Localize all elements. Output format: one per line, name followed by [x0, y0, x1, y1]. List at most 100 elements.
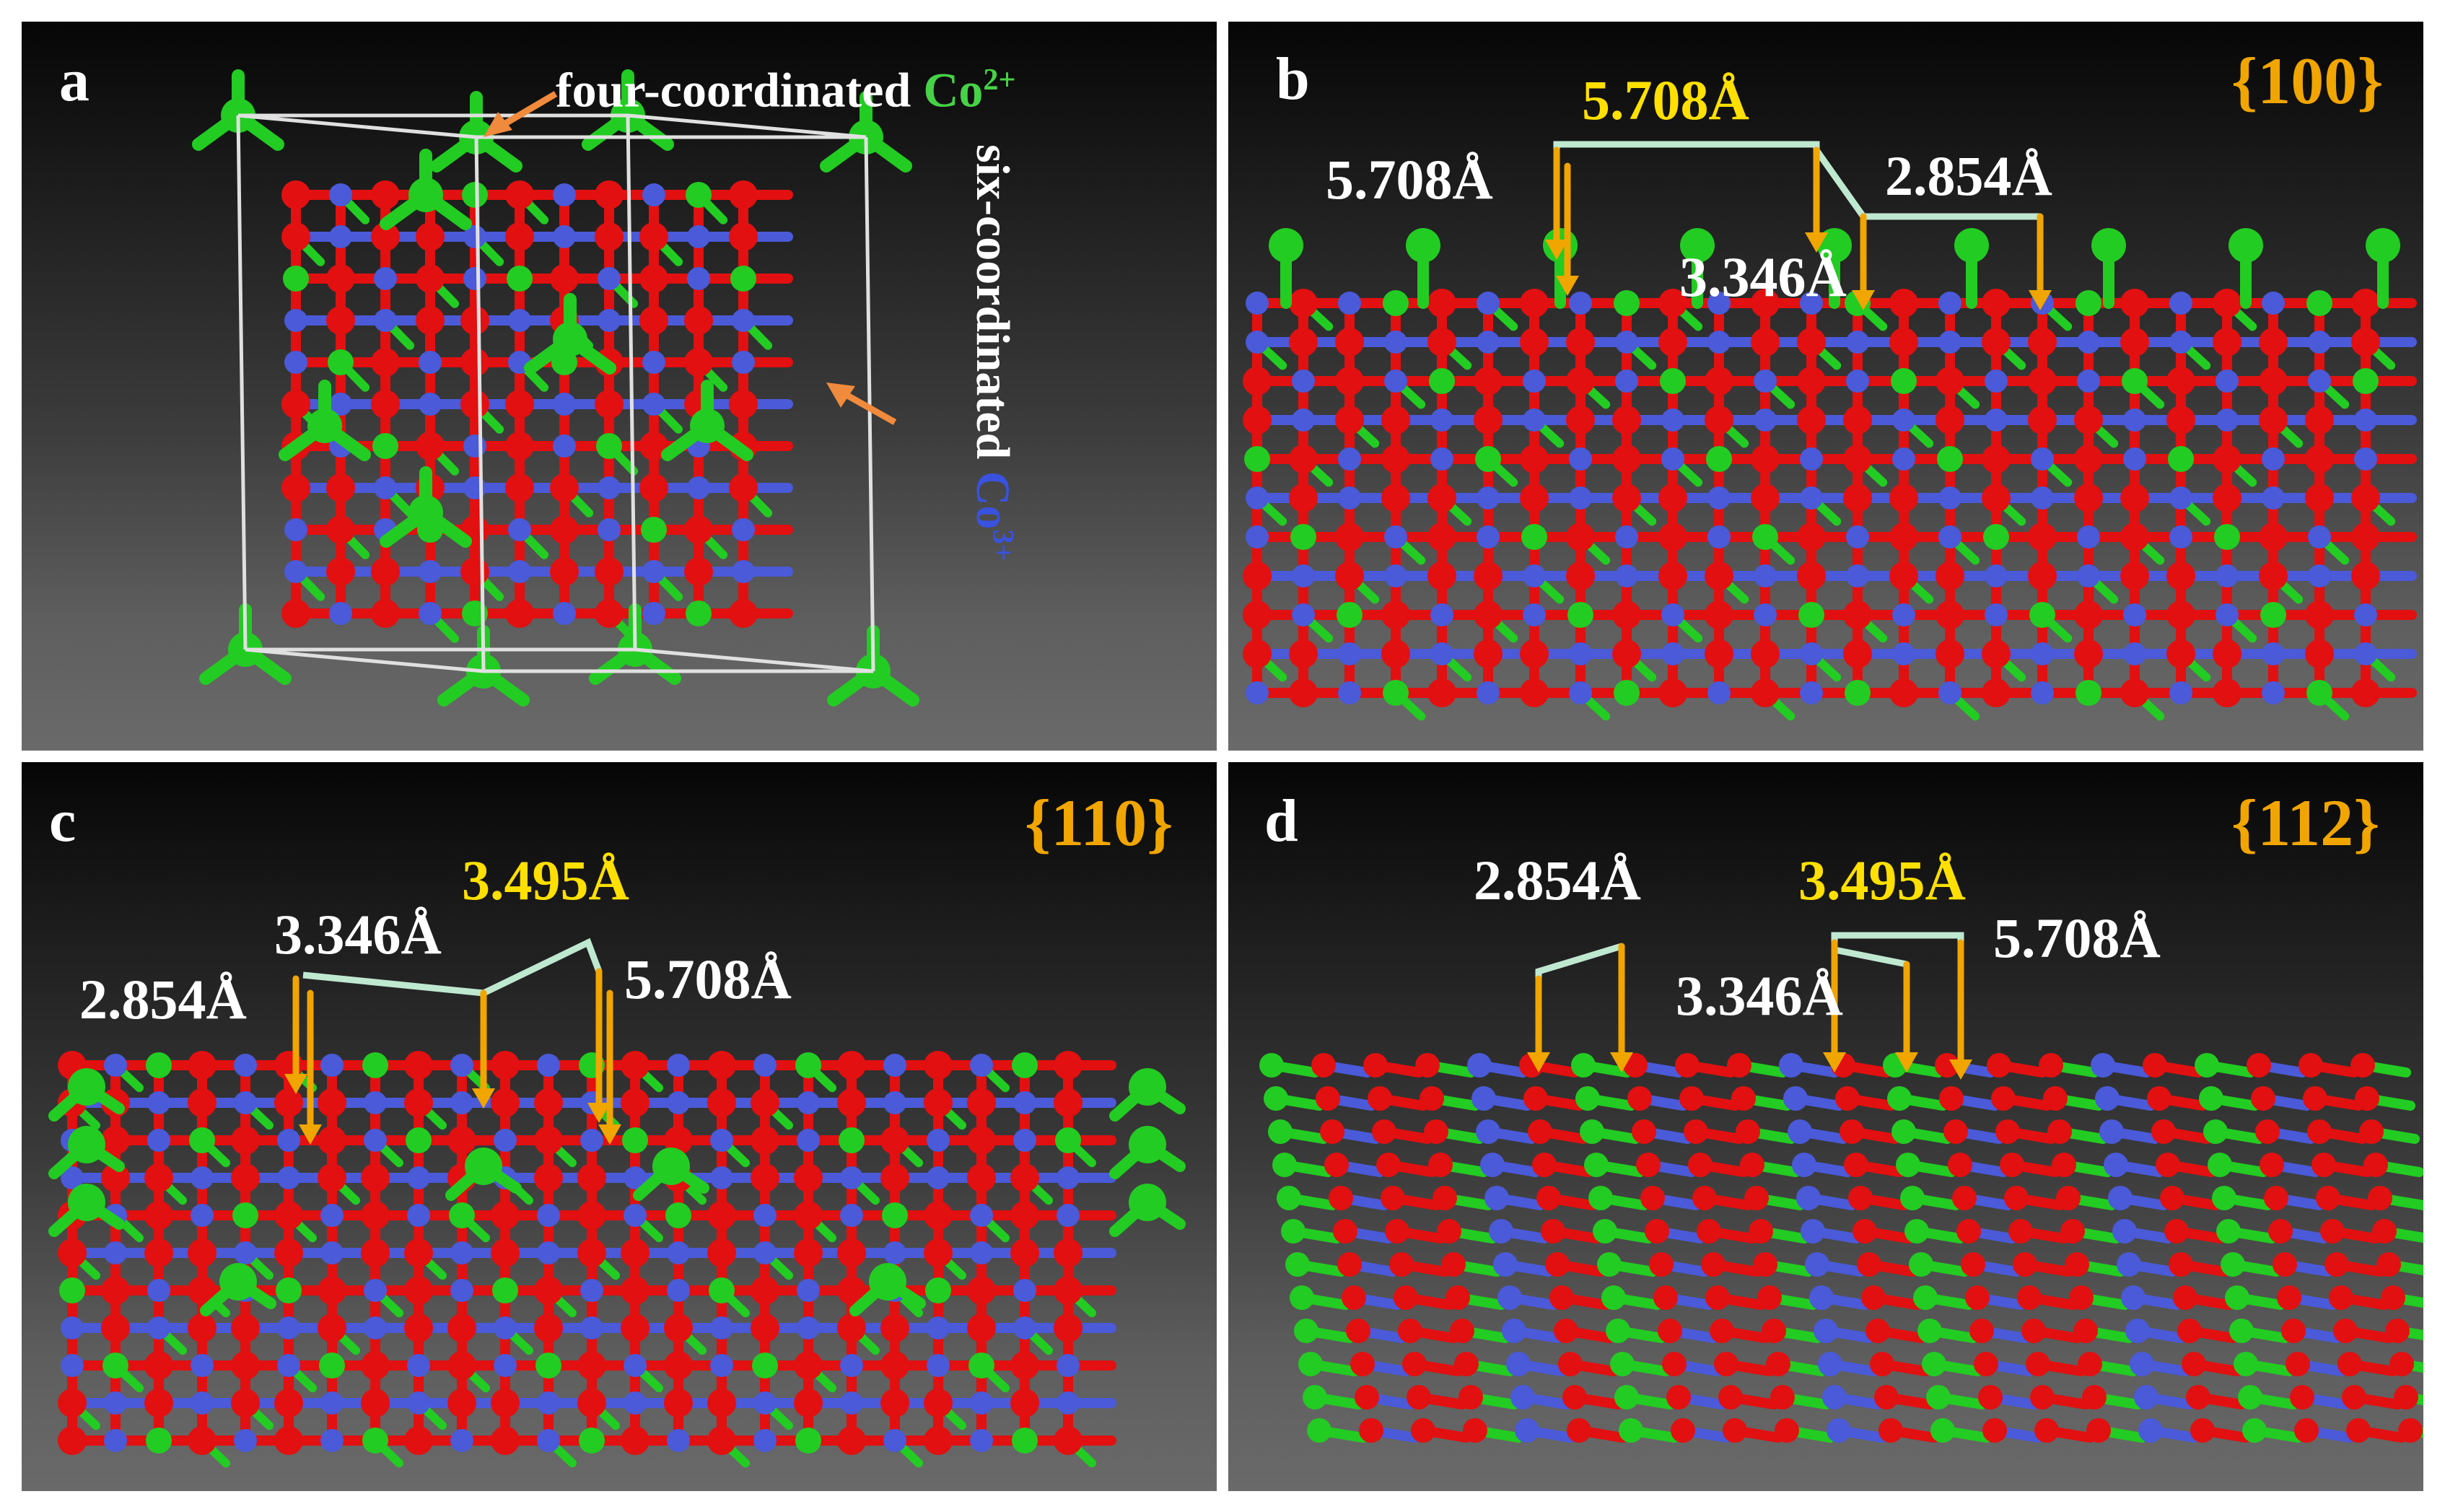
oxygen-atom — [1848, 1186, 1873, 1210]
oxygen-atom — [1744, 1186, 1769, 1210]
oxygen-atom — [326, 264, 355, 293]
oxygen-atom — [2247, 1053, 2271, 1078]
co-octahedral-atom — [407, 1354, 430, 1377]
co-octahedral-atom — [840, 1166, 863, 1189]
co-octahedral-atom — [732, 351, 755, 374]
co-octahedral-atom — [2169, 331, 2192, 354]
oxygen-atom — [2260, 1153, 2284, 1177]
co-tetrahedral-atom — [68, 1068, 105, 1106]
oxygen-atom — [318, 1276, 346, 1305]
co-octahedral-atom — [2123, 408, 2146, 432]
co-octahedral-atom — [1754, 603, 1777, 626]
oxygen-atom — [1346, 1319, 1370, 1343]
oxygen-atom — [837, 1238, 866, 1267]
oxygen-atom — [707, 1051, 736, 1080]
oxygen-atom — [1054, 1276, 1082, 1305]
facet-112-slab — [1259, 932, 2423, 1443]
oxygen-atom — [1889, 561, 1918, 590]
oxygen-atom — [404, 1238, 433, 1267]
co-octahedral-atom — [1057, 1354, 1080, 1377]
oxygen-atom — [1961, 1252, 1985, 1277]
oxygen-atom — [1978, 1385, 2003, 1410]
co-octahedral-atom — [494, 1316, 517, 1340]
co-tetrahedral-atom — [102, 1353, 128, 1378]
co-octahedral-atom — [1800, 642, 1823, 665]
co-octahedral-atom — [1800, 292, 1823, 315]
oxygen-atom — [1612, 406, 1641, 434]
co-octahedral-atom — [2123, 447, 2146, 471]
co-octahedral-atom — [494, 1354, 517, 1377]
oxygen-atom — [967, 1163, 996, 1192]
oxygen-atom — [144, 1238, 173, 1267]
oxygen-atom — [1844, 1153, 1868, 1177]
co-octahedral-atom — [1569, 681, 1592, 704]
co-tetrahedral-atom — [507, 266, 533, 292]
co-octahedral-atom — [2031, 486, 2054, 510]
cobalt-atom — [1788, 1119, 1812, 1144]
oxygen-atom — [1289, 639, 1318, 668]
co-octahedral-atom — [234, 1429, 257, 1452]
oxygen-atom — [534, 1163, 563, 1192]
co-octahedral-atom — [2216, 370, 2239, 393]
co-octahedral-atom — [1707, 486, 1731, 510]
oxygen-atom — [2074, 639, 2103, 668]
oxygen-atom — [1936, 406, 1964, 434]
cobalt-atom — [1281, 1219, 1305, 1244]
co-octahedral-atom — [667, 1279, 690, 1302]
co-octahedral-atom — [598, 309, 621, 332]
co-tetrahedral-atom — [1055, 1127, 1081, 1153]
oxygen-atom — [1420, 1086, 1444, 1111]
co-tetrahedral-atom — [1244, 446, 1270, 472]
co-octahedral-atom — [970, 1054, 993, 1077]
oxygen-atom — [1662, 1352, 1687, 1376]
oxygen-atom — [2043, 1086, 2068, 1111]
oxygen-atom — [550, 557, 579, 586]
oxygen-atom — [534, 1314, 563, 1342]
oxygen-atom — [1889, 523, 1918, 551]
cobalt-atom — [1394, 1285, 1418, 1310]
oxygen-atom — [404, 1051, 433, 1080]
oxygen-atom — [707, 1238, 736, 1267]
co-octahedral-atom — [1846, 331, 1869, 354]
measurement-5708: 5.708Å — [1993, 906, 2161, 969]
co-octahedral-atom — [1800, 447, 1823, 471]
measurement-arrow — [1527, 1052, 1550, 1072]
cobalt-atom — [2008, 1219, 2033, 1244]
oxygen-atom — [751, 1163, 779, 1192]
oxygen-atom — [505, 599, 534, 628]
oxygen-atom — [2160, 1186, 2184, 1210]
co-tetrahedral-atom — [328, 349, 354, 375]
cobalt-atom — [2299, 1053, 2323, 1078]
co-octahedral-atom — [320, 1241, 344, 1264]
oxygen-atom — [1437, 1219, 1461, 1244]
cobalt-atom — [1818, 1352, 1842, 1376]
cobalt-atom — [1593, 1219, 1617, 1244]
oxygen-atom — [1289, 445, 1318, 473]
oxygen-atom — [595, 557, 624, 586]
cobalt-atom — [2234, 1352, 2258, 1376]
panel-letter-b: b — [1276, 45, 1310, 113]
oxygen-atom — [2259, 523, 2288, 551]
co-octahedral-atom — [1846, 564, 1869, 587]
co-octahedral-atom — [1430, 642, 1453, 665]
co-octahedral-atom — [1246, 292, 1269, 315]
oxygen-atom — [534, 1126, 563, 1155]
co-octahedral-atom — [537, 1241, 560, 1264]
cobalt-atom — [2030, 1385, 2055, 1410]
oxygen-atom — [1727, 1053, 1751, 1078]
oxygen-atom — [1427, 561, 1456, 590]
oxygen-atom — [1428, 1153, 1453, 1177]
measurement-arrow — [1556, 276, 1579, 296]
co-tetrahedral-atom — [1429, 368, 1455, 394]
cobalt-atom — [1679, 1086, 1704, 1111]
cobalt-atom — [1783, 1086, 1808, 1111]
oxygen-atom — [2047, 1119, 2072, 1144]
oxygen-atom — [2213, 678, 2241, 707]
four-coordinated-text: four-coordinated — [556, 62, 924, 118]
oxygen-atom — [1797, 561, 1826, 590]
four-coordinated-label: four-coordinated Co2+ — [556, 62, 1016, 118]
co-octahedral-atom — [463, 434, 486, 458]
oxygen-atom — [144, 1201, 173, 1230]
oxygen-atom — [1523, 1086, 1548, 1111]
facet-label-110: {110} — [1025, 786, 1173, 860]
